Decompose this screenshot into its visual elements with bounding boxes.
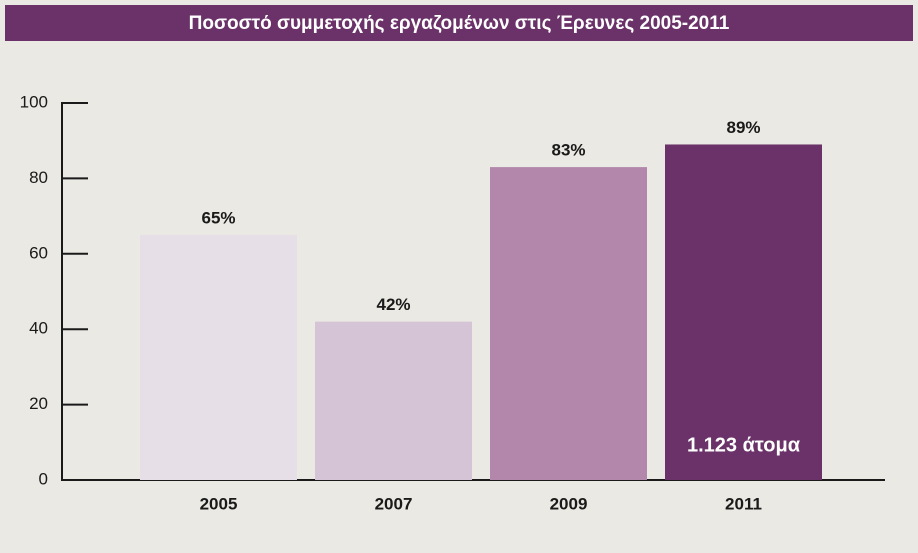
y-tick-label: 60 xyxy=(29,243,48,262)
y-tick-label: 100 xyxy=(20,92,48,111)
value-label: 42% xyxy=(376,295,410,314)
x-tick-label: 2009 xyxy=(550,494,588,513)
bar xyxy=(490,167,647,480)
annotation: 1.123 άτομα xyxy=(687,434,801,456)
value-label: 89% xyxy=(726,118,760,137)
y-tick-label: 40 xyxy=(29,319,48,338)
y-tick-label: 0 xyxy=(39,469,48,488)
y-tick-label: 20 xyxy=(29,394,48,413)
value-label: 65% xyxy=(201,208,235,227)
title-bar xyxy=(5,5,913,41)
bar xyxy=(665,144,822,480)
bar xyxy=(315,321,472,480)
chart-title: Ποσοστό συμμετοχής εργαζομένων στις Έρευ… xyxy=(189,13,730,34)
x-tick-label: 2007 xyxy=(375,494,413,513)
x-tick-label: 2011 xyxy=(725,494,762,513)
x-tick-label: 2005 xyxy=(200,494,238,513)
bar xyxy=(140,234,297,480)
y-tick-label: 80 xyxy=(29,168,48,187)
value-label: 83% xyxy=(551,141,585,160)
